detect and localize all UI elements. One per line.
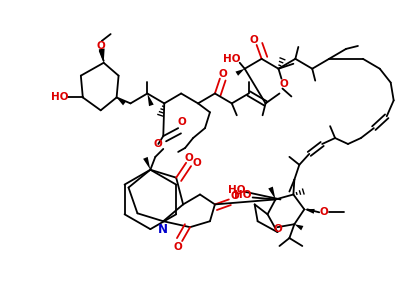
Text: O: O: [249, 35, 258, 45]
Text: N: N: [158, 223, 168, 236]
Text: O: O: [218, 69, 227, 79]
Text: O: O: [96, 41, 105, 51]
Polygon shape: [147, 94, 154, 106]
Text: HO: HO: [228, 184, 245, 194]
Text: O: O: [279, 79, 288, 89]
Text: HO: HO: [234, 190, 252, 200]
Text: O: O: [273, 224, 282, 234]
Polygon shape: [235, 69, 245, 76]
Text: O: O: [178, 117, 187, 127]
Polygon shape: [304, 209, 315, 214]
Polygon shape: [99, 49, 104, 63]
Text: O: O: [230, 191, 239, 201]
Text: HO: HO: [51, 92, 68, 102]
Polygon shape: [294, 224, 303, 231]
Text: HO: HO: [223, 54, 241, 64]
Text: O: O: [174, 242, 183, 252]
Text: O: O: [320, 207, 328, 217]
Text: O: O: [154, 139, 163, 149]
Text: O: O: [193, 158, 201, 168]
Polygon shape: [117, 98, 126, 105]
Text: O: O: [185, 153, 194, 163]
Polygon shape: [143, 157, 150, 170]
Polygon shape: [268, 186, 275, 199]
